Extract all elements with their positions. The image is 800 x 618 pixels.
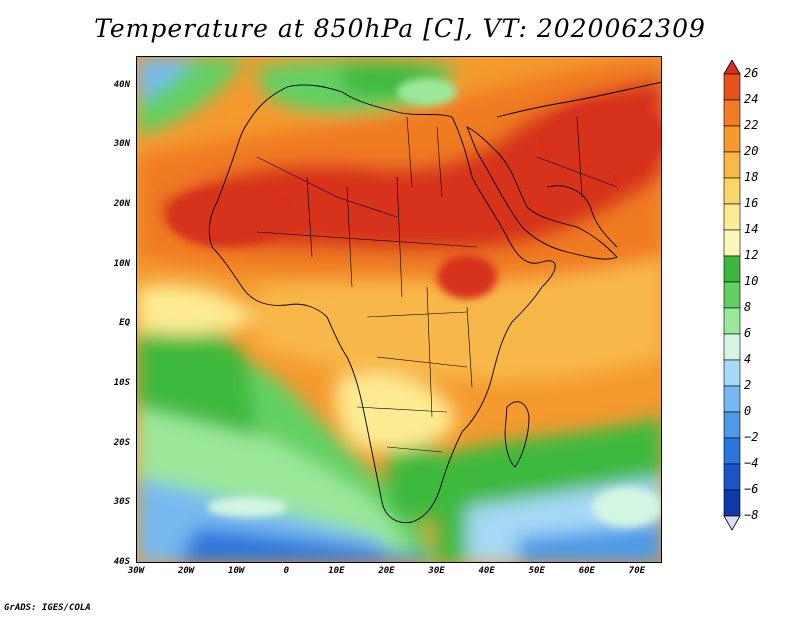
lat-tick-label: 20N <box>113 199 130 210</box>
colorbar-segment <box>723 125 741 153</box>
colorbar-segment <box>723 463 741 491</box>
colorbar-segment <box>723 177 741 205</box>
lat-tick-label: 10N <box>113 258 130 269</box>
colorbar-segment <box>723 333 741 361</box>
temperature-map <box>137 57 661 562</box>
lon-tick-label: 30W <box>127 566 145 576</box>
colorbar-level-label: 18 <box>744 170 759 184</box>
lon-tick-label: 10W <box>228 566 245 576</box>
colorbar-segment <box>723 411 741 439</box>
lat-tick-label: 10S <box>113 378 130 389</box>
colorbar-level-label: 8 <box>744 300 752 314</box>
lon-tick-label: 10E <box>328 566 345 576</box>
map-panel <box>136 56 662 563</box>
lon-tick-label: 50E <box>528 566 545 576</box>
colorbar <box>723 60 741 531</box>
colorbar-level-label: 24 <box>744 92 759 106</box>
colorbar-level-label: 6 <box>744 326 752 340</box>
colorbar-segment <box>723 203 741 231</box>
colorbar-segment <box>723 307 741 335</box>
colorbar-segment <box>723 385 741 413</box>
lat-tick-label: 20S <box>113 437 130 448</box>
colorbar-level-label: −4 <box>744 456 759 470</box>
coastlines <box>208 81 661 524</box>
colorbar-level-label: 22 <box>744 118 759 132</box>
colorbar-level-label: 4 <box>744 352 752 366</box>
colorbar-top-arrow <box>723 60 741 75</box>
colorbar-level-label: −2 <box>744 430 759 444</box>
colorbar-segment <box>723 73 741 101</box>
colorbar-level-label: 0 <box>744 404 752 418</box>
colorbar-level-label: 16 <box>744 196 759 210</box>
lat-tick-label: 30S <box>113 497 130 508</box>
colorbar-level-label: 26 <box>744 66 759 80</box>
lon-tick-label: 70E <box>628 566 646 576</box>
lon-tick-label: 20E <box>378 566 395 576</box>
colorbar-level-label: 14 <box>744 222 759 236</box>
lat-tick-label: 40S <box>113 557 130 567</box>
country-borders <box>256 116 618 453</box>
lon-tick-label: 20W <box>177 566 195 576</box>
lat-tick-label: EQ <box>119 318 130 329</box>
colorbar-level-label: 10 <box>744 274 759 288</box>
colorbar-bottom-arrow <box>723 515 741 531</box>
lon-tick-label: 40E <box>478 566 495 576</box>
colorbar-level-label: 12 <box>744 248 759 262</box>
colorbar-segment <box>723 359 741 387</box>
colorbar-level-label: −8 <box>744 508 759 522</box>
colorbar-segment <box>723 151 741 179</box>
lat-tick-label: 40N <box>113 79 130 90</box>
colorbar-segment <box>723 99 741 127</box>
colorbar-level-label: 20 <box>744 144 759 158</box>
colorbar-segment <box>723 255 741 283</box>
lon-tick-label: 30E <box>428 566 445 576</box>
lon-tick-label: 0 <box>283 566 289 576</box>
colorbar-level-label: −6 <box>744 482 759 496</box>
colorbar-segment <box>723 281 741 309</box>
colorbar-level-label: 2 <box>744 378 752 392</box>
lon-tick-label: 60E <box>578 566 595 576</box>
colorbar-segment <box>723 437 741 465</box>
colorbar-segment <box>723 489 741 517</box>
map-title: Temperature at 850hPa [C], VT: 202006230… <box>94 14 706 43</box>
colorbar-segment <box>723 229 741 257</box>
lat-tick-label: 30N <box>113 139 130 150</box>
grads-credit: GrADS: IGES/COLA <box>4 603 91 613</box>
